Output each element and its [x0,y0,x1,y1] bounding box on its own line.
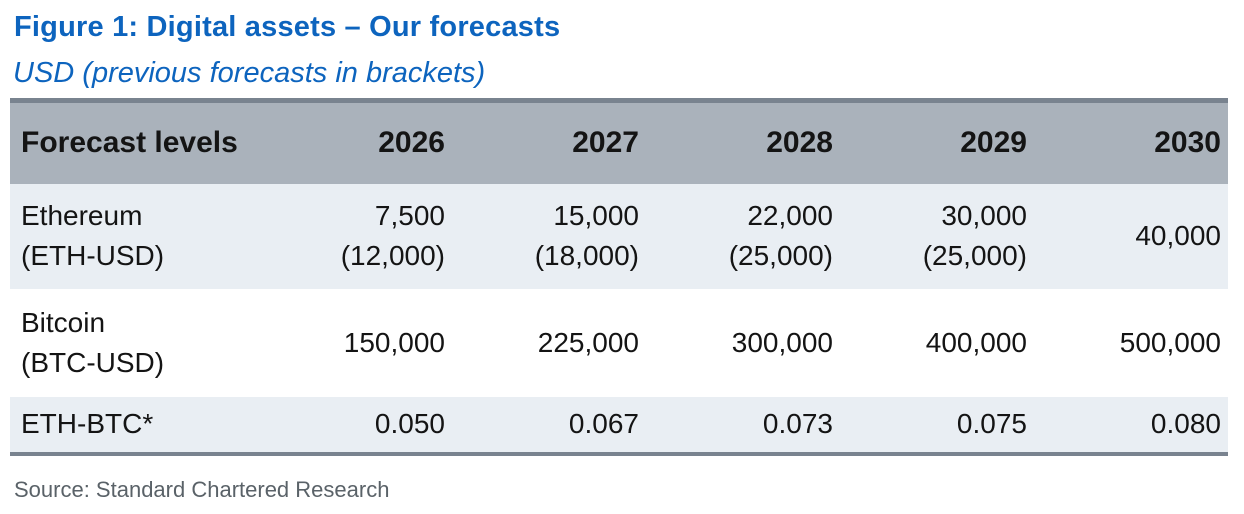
column-header-2027: 2027 [572,126,639,160]
forecast-value: 30,000 [941,200,1027,231]
forecast-value: 400,000 [925,326,1027,358]
cell-ethbtc-2028: 0.073 [646,397,840,454]
column-header-2030: 2030 [1154,126,1221,160]
forecast-value: 7,500 [374,200,445,231]
previous-forecast-value: (12,000) [340,240,445,271]
column-header-2029: 2029 [960,126,1027,160]
forecast-value: 300,000 [731,326,833,358]
column-header-2026: 2026 [378,126,445,160]
forecast-value: 0.050 [374,408,445,439]
cell-eth-2029: 30,000 (25,000) [840,184,1034,289]
forecast-value: 40,000 [1135,220,1221,251]
cell-ethbtc-2026: 0.050 [258,397,452,454]
cell-ethbtc-2027: 0.067 [452,397,646,454]
table-header-row: Forecast levels 2026 2027 2028 2029 2030 [10,100,1228,184]
table-row-bitcoin: Bitcoin (BTC-USD) 150,000 225,000 300,00… [10,288,1228,397]
column-header-forecast-levels: Forecast levels [21,126,238,160]
forecast-value: 0.080 [1150,408,1221,439]
asset-label-ethereum: Ethereum (ETH-USD) [10,184,258,289]
table-row-eth-btc: ETH-BTC* 0.050 0.067 0.073 0.075 0.080 [10,396,1228,454]
asset-label-bitcoin: Bitcoin (BTC-USD) [10,289,258,397]
forecast-value: 0.067 [568,408,639,439]
figure-title: Figure 1: Digital assets – Our forecasts [14,11,561,43]
forecast-value: 225,000 [537,326,639,358]
cell-eth-2026: 7,500 (12,000) [258,184,452,289]
asset-label-eth-btc: ETH-BTC* [10,397,258,454]
forecast-table: Forecast levels 2026 2027 2028 2029 2030… [10,98,1228,456]
forecast-value: 22,000 [747,200,833,231]
cell-btc-2029: 400,000 [840,289,1034,397]
column-header-2028: 2028 [766,126,833,160]
asset-name: Ethereum [21,200,143,231]
source-note: Source: Standard Chartered Research [14,476,390,502]
asset-name: ETH-BTC* [21,408,154,439]
cell-eth-2030: 40,000 [1034,184,1228,289]
cell-btc-2027: 225,000 [452,289,646,397]
cell-eth-2028: 22,000 (25,000) [646,184,840,289]
table-row-ethereum: Ethereum (ETH-USD) 7,500 (12,000) 15,000… [10,183,1228,289]
forecast-value: 150,000 [343,326,445,358]
cell-eth-2027: 15,000 (18,000) [452,184,646,289]
asset-ticker: (ETH-USD) [21,240,165,271]
cell-btc-2026: 150,000 [258,289,452,397]
cell-ethbtc-2029: 0.075 [840,397,1034,454]
asset-name: Bitcoin [21,306,106,338]
forecast-value: 500,000 [1119,326,1221,358]
cell-btc-2028: 300,000 [646,289,840,397]
figure-subtitle: USD (previous forecasts in brackets) [13,57,486,89]
previous-forecast-value: (25,000) [728,240,833,271]
forecast-value: 15,000 [553,200,639,231]
previous-forecast-value: (25,000) [922,240,1027,271]
cell-ethbtc-2030: 0.080 [1034,397,1228,454]
forecast-value: 0.075 [956,408,1027,439]
asset-ticker: (BTC-USD) [21,346,165,378]
cell-btc-2030: 500,000 [1034,289,1228,397]
forecast-value: 0.073 [762,408,833,439]
previous-forecast-value: (18,000) [534,240,639,271]
